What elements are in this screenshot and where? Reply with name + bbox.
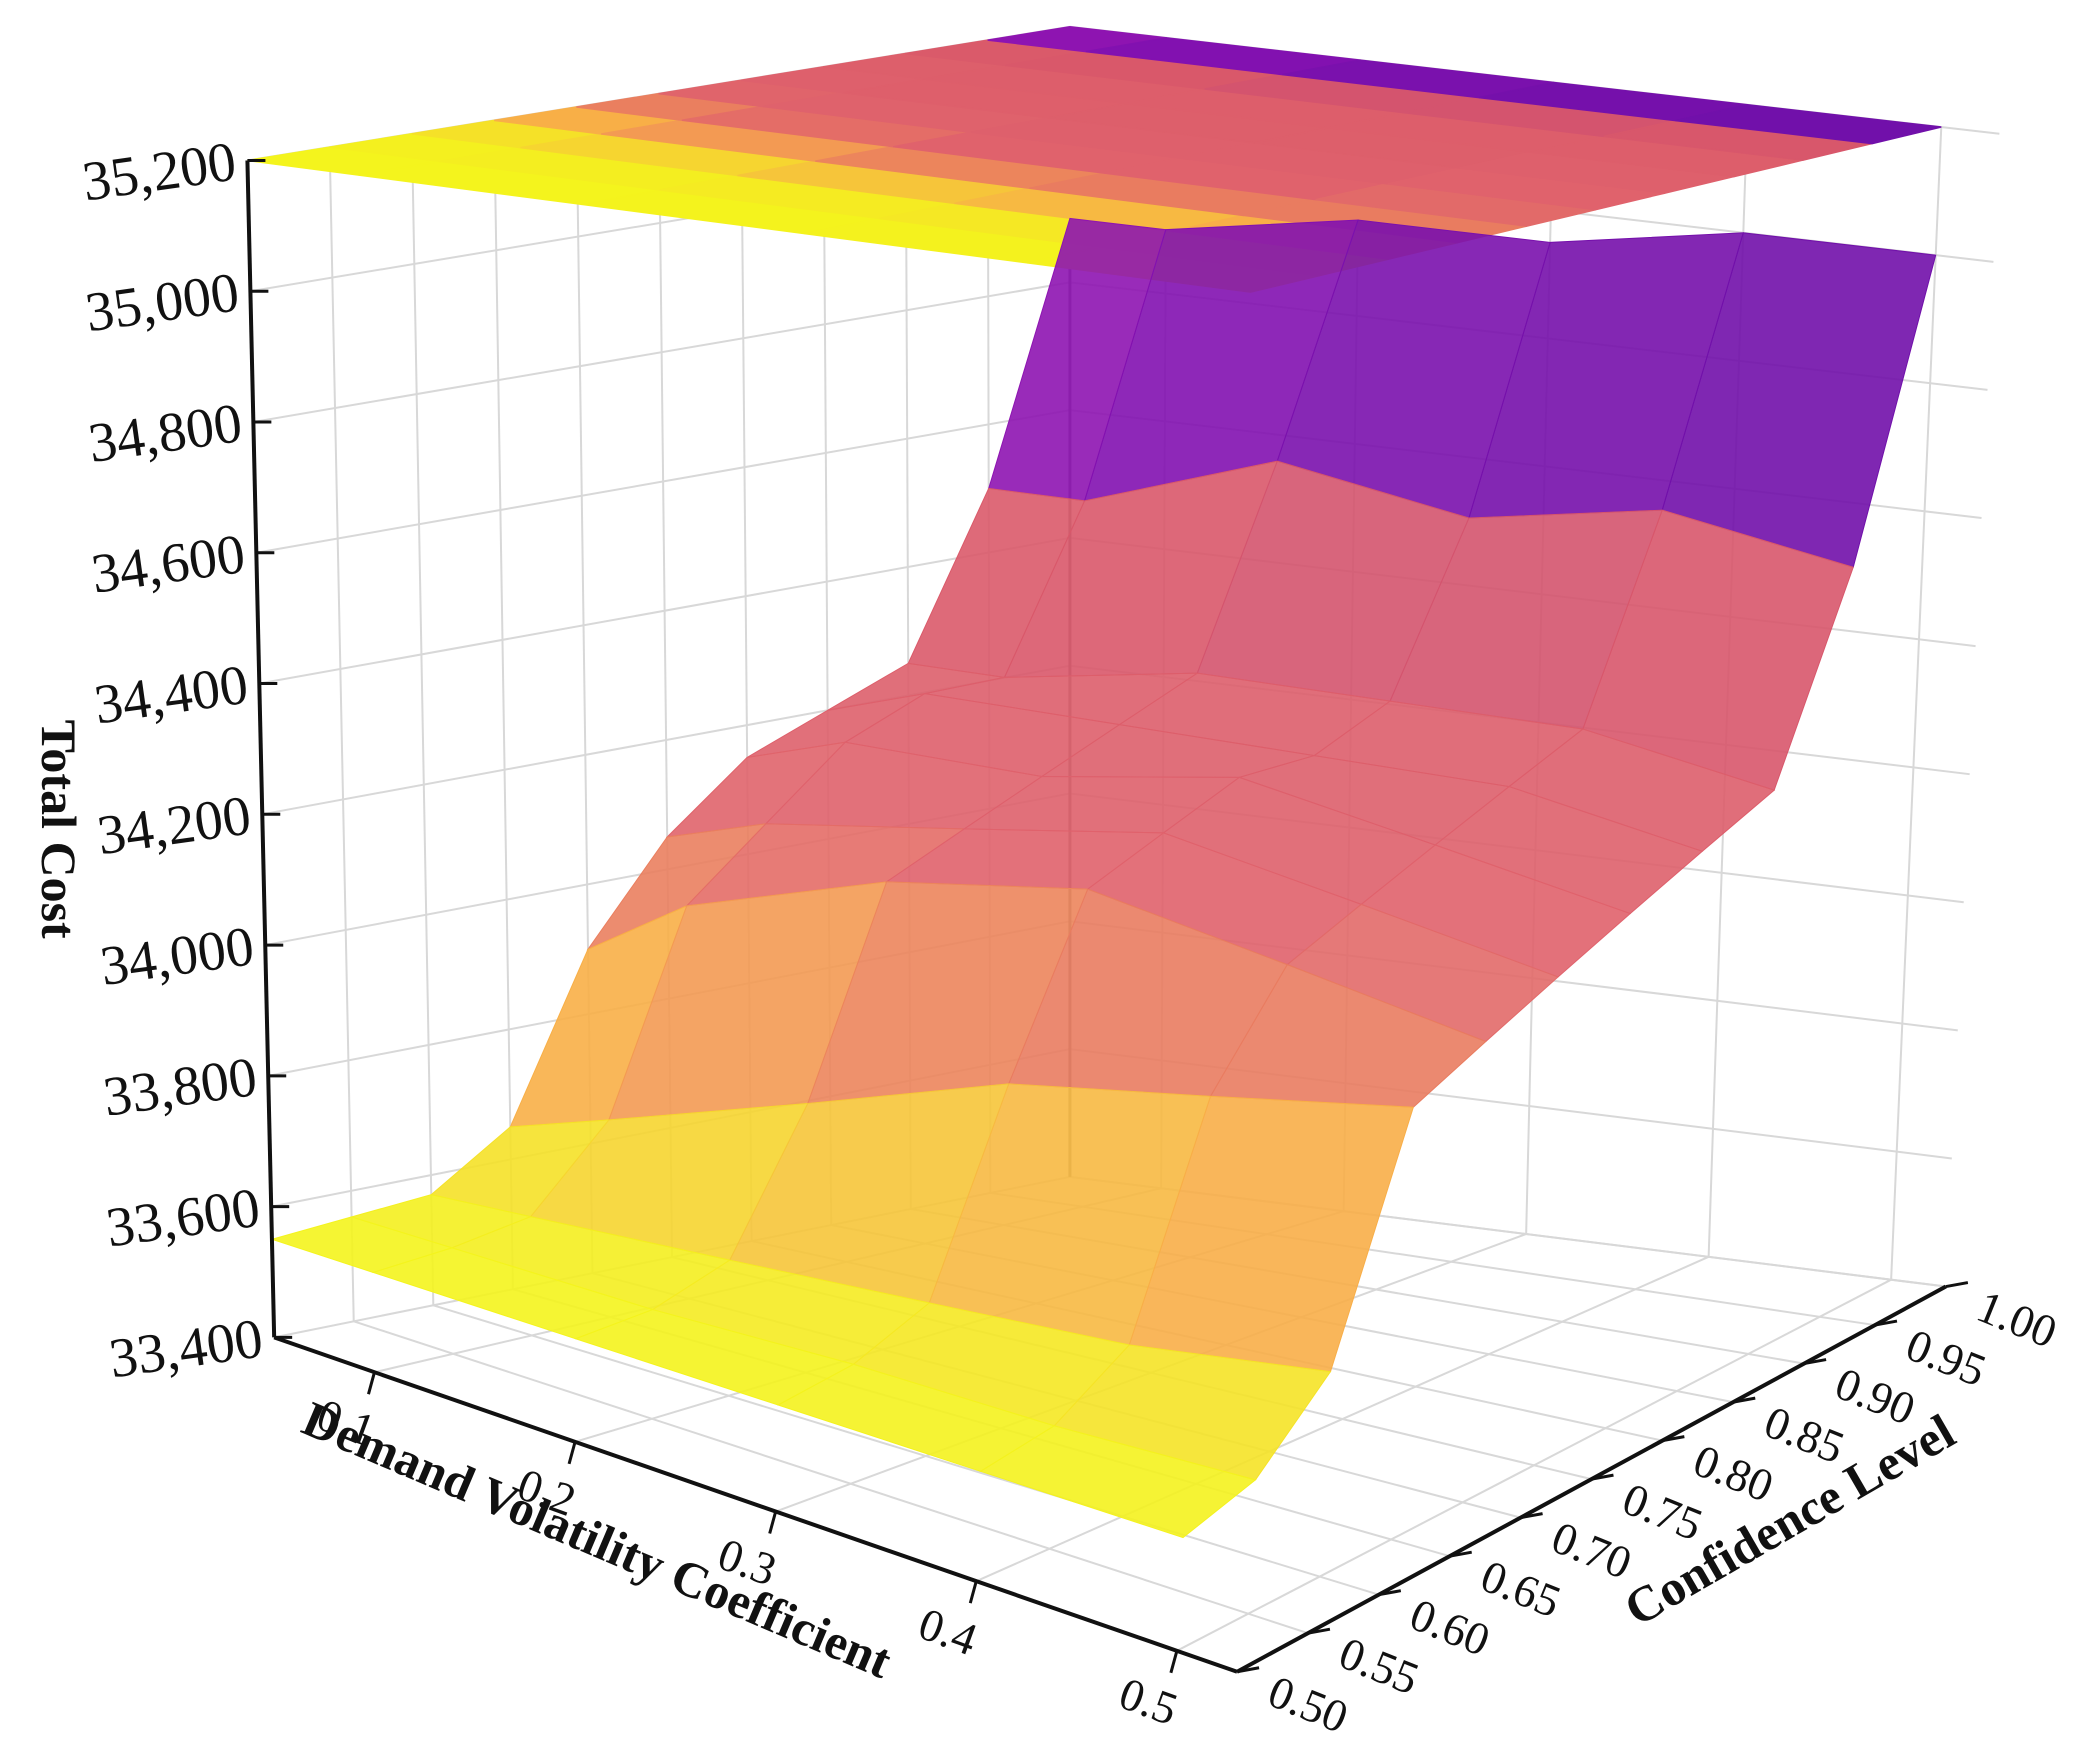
x-tick (768, 1511, 778, 1534)
z-tick-label: 34,800 (85, 392, 246, 475)
grid-line (410, 133, 435, 1306)
x-tick (367, 1371, 376, 1395)
x-tick (968, 1580, 978, 1604)
y-tick (1378, 1589, 1402, 1597)
z-tick-label: 33,600 (102, 1177, 263, 1260)
x-tick (567, 1441, 577, 1465)
y-tick (1732, 1396, 1756, 1404)
y-tick (1520, 1512, 1543, 1520)
y-tick (1803, 1358, 1827, 1366)
z-tick-label: 34,000 (97, 915, 258, 998)
grid-line (353, 1320, 1309, 1635)
y-tick (1945, 1281, 1969, 1289)
y-tick (1449, 1550, 1472, 1558)
grid-line (328, 147, 355, 1322)
z-tick-label: 35,200 (79, 131, 240, 214)
x-tick-label: 0.4 (912, 1598, 983, 1666)
grid-line (433, 1304, 1380, 1596)
z-tick-label: 33,400 (105, 1308, 266, 1391)
z-tick-label: 34,400 (91, 654, 252, 737)
grid-line (493, 120, 514, 1290)
surface-cell (979, 1425, 1257, 1539)
grid-line (1890, 127, 1943, 1280)
top-projection (247, 25, 1942, 293)
z-axis (245, 160, 277, 1338)
x-axis (273, 1335, 1238, 1674)
projection-cell (1675, 104, 1942, 145)
surface (270, 217, 1937, 1539)
x-tick (1169, 1650, 1179, 1674)
z-axis-title: Total Cost (31, 720, 87, 939)
y-tick (1662, 1435, 1685, 1443)
z-tick-label: 34,200 (94, 784, 255, 867)
y-tick (1874, 1319, 1898, 1327)
y-tick (1591, 1473, 1614, 1481)
y-tick (1307, 1627, 1331, 1635)
y-axis (1236, 1284, 1947, 1674)
z-tick-label: 33,800 (100, 1046, 261, 1129)
x-tick-label: 0.5 (1113, 1667, 1184, 1735)
z-tick-label: 35,000 (82, 261, 243, 344)
z-tick-label: 34,600 (88, 523, 249, 606)
y-tick (1236, 1666, 1260, 1674)
